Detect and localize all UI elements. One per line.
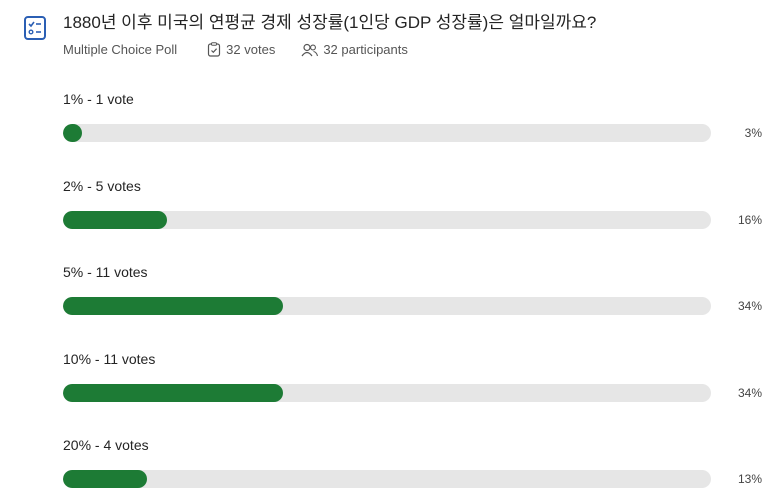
- option-label: 2% - 5 votes: [63, 177, 141, 194]
- option-track: [63, 297, 711, 315]
- option-label: 5% - 11 votes: [63, 264, 148, 280]
- participants-count: 32 participants: [323, 42, 408, 57]
- option-percent: 13%: [737, 472, 762, 486]
- option-label: 1% - 1 vote: [63, 91, 134, 107]
- poll-type: Multiple Choice Poll: [63, 42, 178, 57]
- poll-icon: [24, 16, 46, 40]
- poll-title: 1880년 이후 미국의 연평균 경제 성장률(1인당 GDP 성장률)은 얼마…: [63, 13, 597, 32]
- option-bar: [63, 210, 167, 229]
- votes-count: 32 votes: [226, 42, 276, 57]
- poll-meta: Multiple Choice Poll 32 votes 32 partici…: [63, 42, 408, 57]
- votes-icon: [208, 42, 221, 57]
- option-percent: 34%: [737, 299, 762, 313]
- option-bar: [63, 470, 148, 488]
- participants-icon: [301, 43, 319, 56]
- option-percent: 34%: [737, 385, 762, 400]
- option-track: [63, 470, 711, 488]
- option-label: 10% - 11 votes: [63, 350, 156, 367]
- votes-info: 32 votes: [207, 42, 275, 57]
- option-track: [63, 124, 711, 142]
- option-bar: [63, 124, 83, 142]
- option-bar: [63, 297, 284, 315]
- option-track: [63, 210, 711, 229]
- option-label: 20% - 4 votes: [63, 437, 149, 453]
- option-percent: 16%: [737, 212, 762, 227]
- option-track: [63, 383, 711, 402]
- option-percent: 3%: [744, 126, 762, 140]
- participants-info: 32 participants: [301, 42, 408, 57]
- option-bar: [63, 383, 284, 402]
